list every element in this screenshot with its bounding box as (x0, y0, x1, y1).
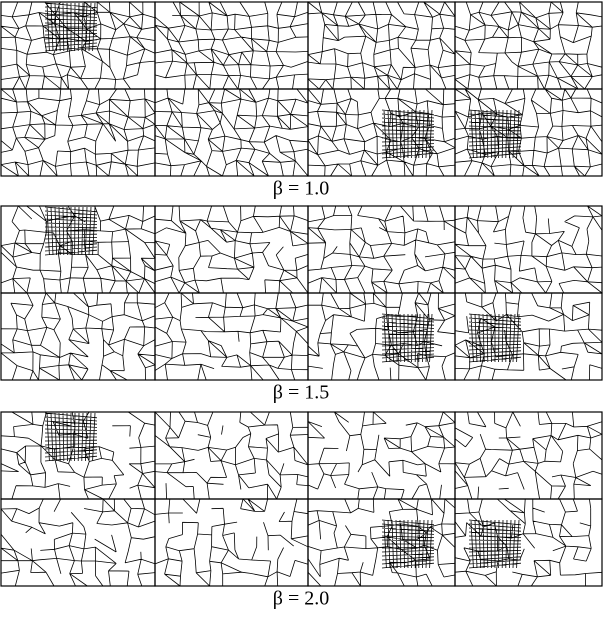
road-network (1, 412, 155, 499)
road-network (308, 293, 455, 380)
road-network (1, 2, 155, 89)
panel-caption: β = 2.0 (273, 588, 329, 610)
road-network (455, 2, 602, 89)
panel-caption: β = 1.0 (273, 178, 329, 200)
map-frame (308, 499, 455, 586)
map-frame (308, 412, 455, 499)
road-network (308, 89, 455, 176)
map-frame (455, 89, 602, 176)
road-network (308, 206, 455, 293)
road-network (455, 89, 602, 176)
map-frame (1, 499, 155, 586)
road-network (155, 206, 308, 293)
road-network (308, 412, 455, 499)
network-panel (1, 2, 602, 176)
road-network (455, 499, 602, 586)
road-network (155, 412, 308, 499)
panel-caption: β = 1.5 (273, 382, 329, 404)
road-network (455, 293, 602, 380)
road-network (1, 293, 155, 380)
road-network (455, 206, 602, 293)
map-frame (308, 206, 455, 293)
road-network (1, 499, 155, 586)
road-network (155, 89, 308, 176)
road-network (155, 293, 308, 380)
road-network (308, 499, 455, 586)
road-network (308, 2, 455, 89)
road-network (1, 206, 155, 293)
network-panel (1, 412, 602, 586)
figure: β = 1.0 β = 1.5 β = 2.0 (0, 0, 603, 619)
road-network (155, 499, 308, 586)
road-network (155, 2, 308, 89)
network-panel (1, 206, 602, 380)
road-network (455, 412, 602, 499)
road-network (1, 89, 155, 176)
